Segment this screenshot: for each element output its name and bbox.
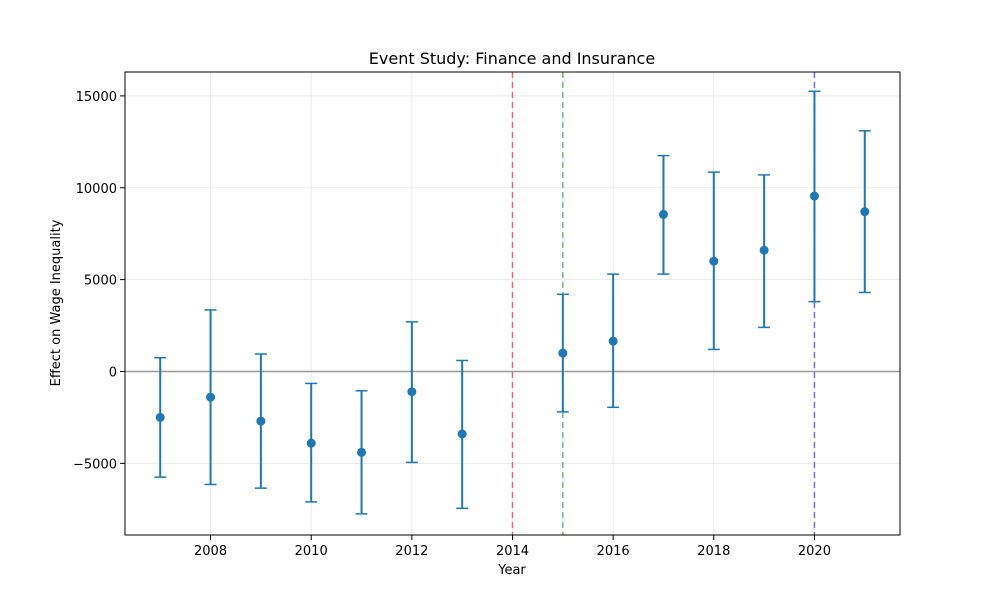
data-point	[256, 416, 266, 426]
y-tick-label: 0	[109, 365, 117, 380]
data-point	[860, 207, 870, 217]
data-point	[457, 429, 467, 439]
x-tick-label: 2020	[798, 544, 831, 559]
x-tick-label: 2014	[496, 544, 529, 559]
x-tick-label: 2008	[194, 544, 227, 559]
data-point	[558, 348, 568, 358]
data-series	[154, 90, 871, 515]
data-point	[608, 336, 618, 346]
data-point	[206, 392, 216, 402]
chart-title: Event Study: Finance and Insurance	[369, 49, 655, 68]
x-tick-label: 2018	[697, 544, 730, 559]
y-tick-label: −5000	[73, 457, 117, 472]
x-tick-label: 2012	[395, 544, 428, 559]
data-point	[759, 245, 769, 255]
data-point	[357, 447, 367, 457]
x-tick-label: 2010	[295, 544, 328, 559]
axis-ticks: 2008 2010 2012 2014 2016 2018 2020 −5000 0 5000 10…	[73, 90, 831, 559]
data-point	[407, 387, 417, 397]
x-axis-label: Year	[497, 563, 526, 578]
y-tick-label: 10000	[76, 182, 117, 197]
y-axis-label: Effect on Wage Inequality	[49, 219, 64, 386]
data-point	[709, 256, 719, 266]
data-point	[658, 209, 668, 219]
data-point	[809, 191, 819, 201]
data-point	[155, 412, 165, 422]
y-tick-label: 15000	[76, 90, 117, 105]
data-point	[306, 438, 316, 448]
y-tick-label: 5000	[84, 274, 117, 289]
x-tick-label: 2016	[597, 544, 630, 559]
